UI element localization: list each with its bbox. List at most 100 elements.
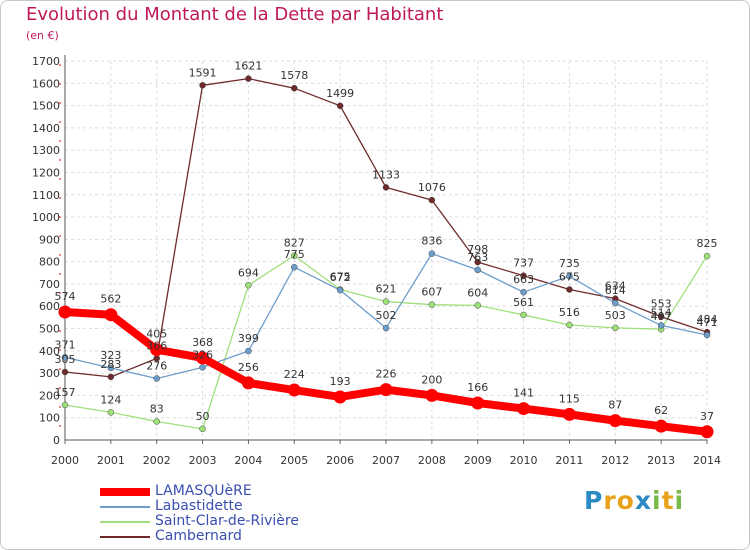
data-label-3: 1499 — [326, 87, 354, 100]
data-label-0: 256 — [238, 361, 259, 374]
data-label-3: 305 — [55, 353, 76, 366]
axis-dot — [59, 197, 61, 199]
data-label-2: 675 — [330, 271, 351, 284]
data-label-2: 516 — [559, 306, 580, 319]
data-label-2: 503 — [605, 309, 626, 322]
data-label-3: 553 — [651, 298, 672, 311]
y-tick-label: 1300 — [32, 144, 60, 157]
legend-label: LAMASQUèRE — [155, 483, 252, 499]
y-tick-label: 900 — [39, 233, 60, 246]
logo-letter: x — [634, 486, 652, 515]
x-tick-label: 2000 — [51, 454, 79, 467]
x-tick-label: 2013 — [647, 454, 675, 467]
axis-dot — [59, 330, 61, 332]
series-point-0 — [196, 351, 210, 365]
y-tick-label: 1500 — [32, 100, 60, 113]
data-label-0: 62 — [654, 404, 668, 417]
axis-dot — [59, 292, 61, 294]
series-point-0 — [517, 402, 531, 416]
x-tick-label: 2009 — [464, 454, 492, 467]
x-tick-label: 2008 — [418, 454, 446, 467]
data-label-1: 502 — [376, 309, 397, 322]
data-label-3: 1076 — [418, 181, 446, 194]
series-point-3 — [291, 84, 298, 92]
logo-letter: i — [674, 486, 685, 515]
series-point-0 — [333, 390, 347, 404]
data-label-1: 326 — [192, 348, 213, 361]
series-point-1 — [474, 266, 481, 274]
data-label-2: 607 — [421, 286, 442, 299]
data-label-1: 614 — [605, 284, 626, 297]
series-point-2 — [153, 418, 160, 425]
axis-dot — [59, 121, 61, 123]
data-label-1: 323 — [100, 349, 121, 362]
y-tick-label: 700 — [39, 278, 60, 291]
y-tick-label: 600 — [39, 300, 60, 313]
data-label-3: 1621 — [234, 60, 262, 73]
data-label-0: 368 — [192, 336, 213, 349]
series-point-1 — [199, 364, 206, 371]
series-point-0 — [608, 414, 622, 428]
y-tick-label: 0 — [53, 434, 60, 447]
axis-dot — [59, 140, 61, 142]
series-point-2 — [107, 409, 115, 416]
axis-dot — [59, 425, 61, 427]
series-point-2 — [245, 282, 252, 289]
x-tick-label: 2002 — [143, 454, 171, 467]
logo-letter: t — [661, 486, 675, 515]
chart-title: Evolution du Montant de la Dette par Hab… — [26, 4, 444, 25]
x-tick-label: 2012 — [601, 454, 629, 467]
y-tick-label: 300 — [39, 367, 60, 380]
legend-swatch — [100, 488, 150, 496]
data-label-1: 399 — [238, 332, 259, 345]
axis-dot — [59, 216, 61, 218]
data-label-1: 672 — [330, 271, 351, 284]
data-label-3: 634 — [605, 280, 626, 293]
series-point-1 — [657, 322, 665, 329]
series-point-3 — [107, 373, 115, 381]
series-point-1 — [382, 324, 390, 332]
series-point-3 — [520, 272, 527, 279]
x-tick-label: 2014 — [693, 454, 721, 467]
data-label-2: 50 — [196, 410, 210, 423]
y-tick-label: 1200 — [32, 166, 60, 179]
axis-dot — [59, 273, 61, 275]
data-label-2: 604 — [467, 286, 488, 299]
y-tick-label: 200 — [39, 389, 60, 402]
data-label-2: 124 — [100, 393, 121, 406]
series-point-1 — [107, 364, 115, 372]
data-label-2: 694 — [238, 266, 259, 279]
axis-dot — [59, 102, 61, 104]
x-tick-label: 2011 — [555, 454, 583, 467]
series-point-1 — [520, 288, 527, 296]
unit-note: (en €) — [26, 29, 59, 42]
y-tick-label: 100 — [39, 412, 60, 425]
series-point-2 — [291, 252, 298, 259]
x-tick-label: 2010 — [510, 454, 538, 467]
grid-lines — [64, 60, 708, 441]
data-label-1: 276 — [146, 359, 167, 372]
series-point-2 — [382, 298, 390, 305]
series-point-0 — [58, 305, 72, 319]
series-point-3 — [474, 258, 481, 266]
series-point-2 — [61, 401, 69, 409]
data-label-3: 366 — [146, 339, 167, 352]
y-tick-label: 1600 — [32, 77, 60, 90]
y-tick-label: 1100 — [32, 189, 60, 202]
data-label-1: 735 — [559, 257, 580, 270]
axis-dot — [59, 235, 61, 237]
data-label-2: 827 — [284, 237, 305, 250]
data-label-3: 484 — [697, 313, 718, 326]
x-tick-label: 2001 — [97, 454, 125, 467]
series-point-0 — [104, 308, 118, 322]
series-point-1 — [291, 263, 298, 271]
series-point-2 — [703, 252, 711, 260]
data-label-1: 663 — [513, 273, 534, 286]
y-tick-label: 500 — [39, 323, 60, 336]
axis-dot — [59, 349, 61, 351]
x-tick-label: 2003 — [189, 454, 217, 467]
series-point-0 — [471, 396, 485, 410]
data-label-0: 224 — [284, 368, 305, 381]
legend-label: Saint-Clar-de-Rivière — [155, 513, 299, 529]
